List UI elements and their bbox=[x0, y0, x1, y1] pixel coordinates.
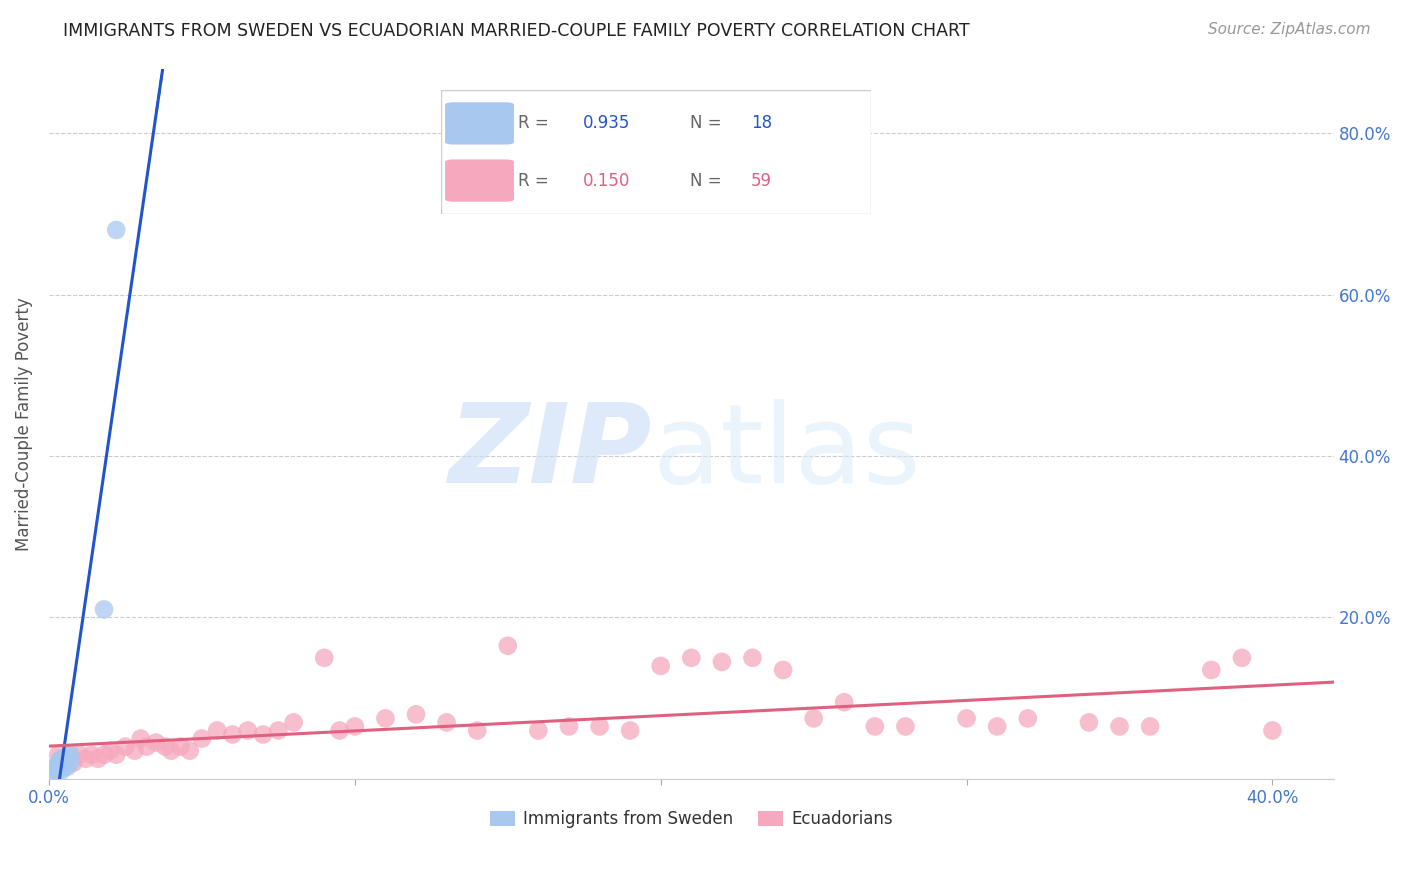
Point bbox=[374, 711, 396, 725]
Point bbox=[93, 602, 115, 616]
Point bbox=[59, 747, 82, 762]
Point bbox=[105, 747, 128, 762]
Point bbox=[93, 747, 115, 762]
Point bbox=[205, 723, 228, 738]
Point bbox=[46, 756, 69, 770]
Point bbox=[236, 723, 259, 738]
Legend: Immigrants from Sweden, Ecuadorians: Immigrants from Sweden, Ecuadorians bbox=[482, 803, 900, 835]
Point bbox=[75, 752, 97, 766]
Point bbox=[986, 719, 1008, 733]
Point bbox=[741, 650, 763, 665]
Point bbox=[1017, 711, 1039, 725]
Point bbox=[44, 760, 66, 774]
Point bbox=[1077, 715, 1099, 730]
Point bbox=[44, 764, 66, 778]
Point bbox=[558, 719, 581, 733]
Point bbox=[527, 723, 550, 738]
Point bbox=[80, 747, 103, 762]
Point bbox=[51, 764, 73, 778]
Point bbox=[710, 655, 733, 669]
Point bbox=[405, 707, 427, 722]
Point bbox=[53, 756, 76, 770]
Point bbox=[124, 744, 146, 758]
Point bbox=[1139, 719, 1161, 733]
Point bbox=[51, 756, 73, 770]
Point bbox=[53, 756, 76, 770]
Point bbox=[267, 723, 290, 738]
Point bbox=[145, 736, 167, 750]
Point bbox=[62, 756, 84, 770]
Point bbox=[87, 752, 110, 766]
Point bbox=[46, 747, 69, 762]
Point bbox=[53, 760, 76, 774]
Point bbox=[56, 752, 79, 766]
Point bbox=[465, 723, 488, 738]
Point bbox=[343, 719, 366, 733]
Point bbox=[46, 760, 69, 774]
Point bbox=[191, 731, 214, 746]
Text: ZIP: ZIP bbox=[450, 399, 652, 506]
Point bbox=[105, 223, 128, 237]
Text: Source: ZipAtlas.com: Source: ZipAtlas.com bbox=[1208, 22, 1371, 37]
Point bbox=[619, 723, 641, 738]
Point bbox=[832, 695, 855, 709]
Point bbox=[863, 719, 886, 733]
Point bbox=[1108, 719, 1130, 733]
Point bbox=[179, 744, 201, 758]
Point bbox=[51, 752, 73, 766]
Point bbox=[129, 731, 152, 746]
Point bbox=[53, 752, 76, 766]
Point bbox=[59, 756, 82, 770]
Point bbox=[160, 744, 183, 758]
Point bbox=[650, 659, 672, 673]
Point bbox=[283, 715, 305, 730]
Y-axis label: Married-Couple Family Poverty: Married-Couple Family Poverty bbox=[15, 297, 32, 550]
Point bbox=[681, 650, 703, 665]
Point bbox=[51, 752, 73, 766]
Point bbox=[329, 723, 352, 738]
Point bbox=[221, 727, 243, 741]
Point bbox=[98, 744, 121, 758]
Point bbox=[59, 747, 82, 762]
Point bbox=[436, 715, 458, 730]
Point bbox=[772, 663, 794, 677]
Point bbox=[1261, 723, 1284, 738]
Point bbox=[1201, 663, 1223, 677]
Point bbox=[252, 727, 274, 741]
Point bbox=[169, 739, 191, 754]
Point bbox=[314, 650, 336, 665]
Text: atlas: atlas bbox=[652, 399, 921, 506]
Point bbox=[46, 764, 69, 778]
Point bbox=[56, 752, 79, 766]
Point bbox=[41, 764, 63, 778]
Point bbox=[56, 760, 79, 774]
Point bbox=[1230, 650, 1253, 665]
Point bbox=[803, 711, 825, 725]
Point bbox=[588, 719, 610, 733]
Point bbox=[894, 719, 917, 733]
Point bbox=[496, 639, 519, 653]
Point bbox=[114, 739, 136, 754]
Point bbox=[153, 739, 176, 754]
Point bbox=[69, 747, 91, 762]
Point bbox=[955, 711, 977, 725]
Point bbox=[135, 739, 157, 754]
Text: IMMIGRANTS FROM SWEDEN VS ECUADORIAN MARRIED-COUPLE FAMILY POVERTY CORRELATION C: IMMIGRANTS FROM SWEDEN VS ECUADORIAN MAR… bbox=[63, 22, 970, 40]
